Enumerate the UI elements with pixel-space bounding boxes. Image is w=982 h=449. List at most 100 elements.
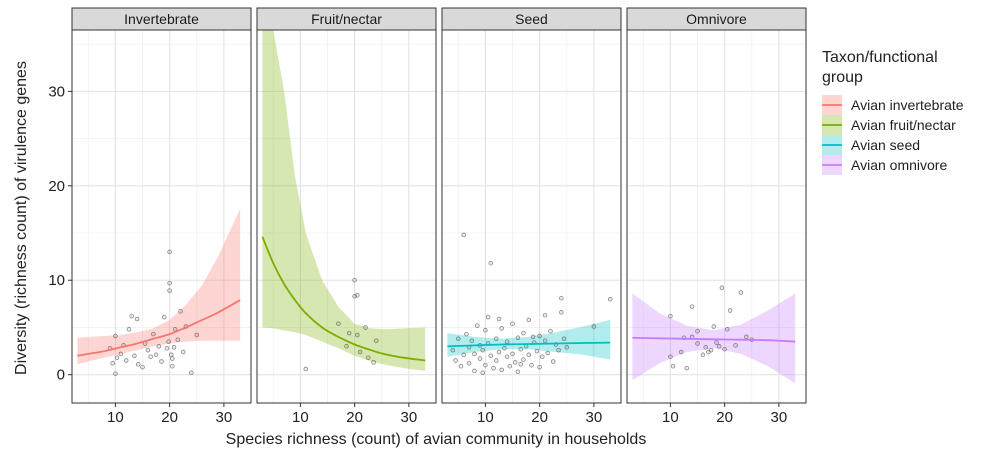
data-point: [503, 346, 507, 350]
data-point: [712, 325, 716, 329]
data-point: [337, 322, 341, 326]
legend-item: Avian fruit/nectar: [822, 115, 956, 135]
legend-label: Avian fruit/nectar: [851, 117, 956, 133]
data-point: [559, 310, 563, 314]
data-point: [744, 335, 748, 339]
data-point: [176, 338, 180, 342]
data-point: [557, 348, 561, 352]
legend-label: Avian seed: [851, 137, 920, 153]
data-point: [669, 314, 673, 318]
data-point: [527, 353, 531, 357]
data-point: [538, 365, 542, 369]
data-point: [149, 355, 153, 359]
data-point: [162, 315, 166, 319]
data-point: [524, 344, 528, 348]
y-axis-title: Diversity (richness count) of virulence …: [13, 61, 30, 375]
data-point: [669, 355, 673, 359]
data-point: [508, 364, 512, 368]
facet-panel: Omnivore 10 20 30: [627, 8, 806, 426]
data-point: [114, 372, 118, 376]
data-point: [492, 366, 496, 370]
x-tick-label: 10: [292, 409, 309, 426]
data-point: [154, 353, 158, 357]
data-point: [165, 346, 169, 350]
data-point: [160, 360, 164, 364]
data-point: [562, 337, 566, 341]
data-point: [167, 340, 171, 344]
data-point: [540, 355, 544, 359]
facet-strip-label: Invertebrate: [124, 11, 199, 27]
data-point: [141, 365, 145, 369]
data-point: [739, 291, 743, 295]
data-point: [511, 322, 515, 326]
data-point: [709, 348, 713, 352]
legend-items: Avian invertebrate Avian fruit/nectar Avia…: [822, 95, 964, 175]
data-point: [170, 357, 174, 361]
data-point: [473, 369, 477, 373]
y-tick-label: 20: [48, 178, 65, 195]
data-point: [500, 368, 504, 372]
data-point: [484, 328, 488, 332]
data-point: [364, 326, 368, 330]
data-point: [720, 286, 724, 290]
x-tick-label: 10: [477, 409, 494, 426]
y-axis: 0 10 20 30: [48, 83, 72, 383]
data-point: [494, 359, 498, 363]
legend-item: Avian invertebrate: [822, 95, 964, 115]
data-point: [592, 325, 596, 329]
legend-item: Avian omnivore: [822, 155, 947, 175]
legend-label: Avian omnivore: [851, 157, 947, 173]
data-point: [497, 350, 501, 354]
data-point: [704, 345, 708, 349]
data-point: [157, 344, 161, 348]
data-point: [454, 359, 458, 363]
data-point: [366, 356, 370, 360]
x-axis-title: Species richness (count) of avian commun…: [226, 431, 647, 448]
data-point: [522, 358, 526, 362]
data-point: [725, 327, 729, 331]
legend-label: Avian invertebrate: [851, 97, 964, 113]
data-point: [717, 344, 721, 348]
x-tick-label: 20: [716, 409, 733, 426]
data-point: [372, 361, 376, 365]
data-point: [345, 344, 349, 348]
data-point: [168, 289, 172, 293]
data-point: [685, 366, 689, 370]
data-point: [690, 305, 694, 309]
data-point: [734, 344, 738, 348]
data-point: [462, 353, 466, 357]
data-point: [136, 362, 140, 366]
data-point: [671, 364, 675, 368]
data-point: [489, 261, 493, 265]
data-point: [494, 337, 498, 341]
data-point: [511, 352, 515, 356]
data-point: [130, 314, 134, 318]
data-point: [146, 348, 150, 352]
data-point: [451, 348, 455, 352]
data-point: [462, 233, 466, 237]
data-point: [527, 318, 531, 322]
x-tick-label: 30: [216, 409, 233, 426]
data-point: [475, 324, 479, 328]
data-point: [696, 329, 700, 333]
data-point: [459, 364, 463, 368]
x-tick-label: 30: [771, 409, 788, 426]
data-point: [559, 296, 563, 300]
data-point: [355, 333, 359, 337]
data-point: [169, 353, 173, 357]
data-point: [701, 353, 705, 357]
data-point: [608, 297, 612, 301]
data-point: [189, 371, 193, 375]
data-point: [119, 352, 123, 356]
y-tick-label: 30: [48, 83, 65, 100]
data-point: [728, 309, 732, 313]
facet-panel: Fruit/nectar10 20 30: [257, 8, 436, 426]
data-point: [522, 331, 526, 335]
data-point: [484, 363, 488, 367]
data-point: [478, 357, 482, 361]
data-point: [549, 329, 553, 333]
data-point: [543, 313, 547, 317]
facet-strip-label: Fruit/nectar: [311, 11, 382, 27]
